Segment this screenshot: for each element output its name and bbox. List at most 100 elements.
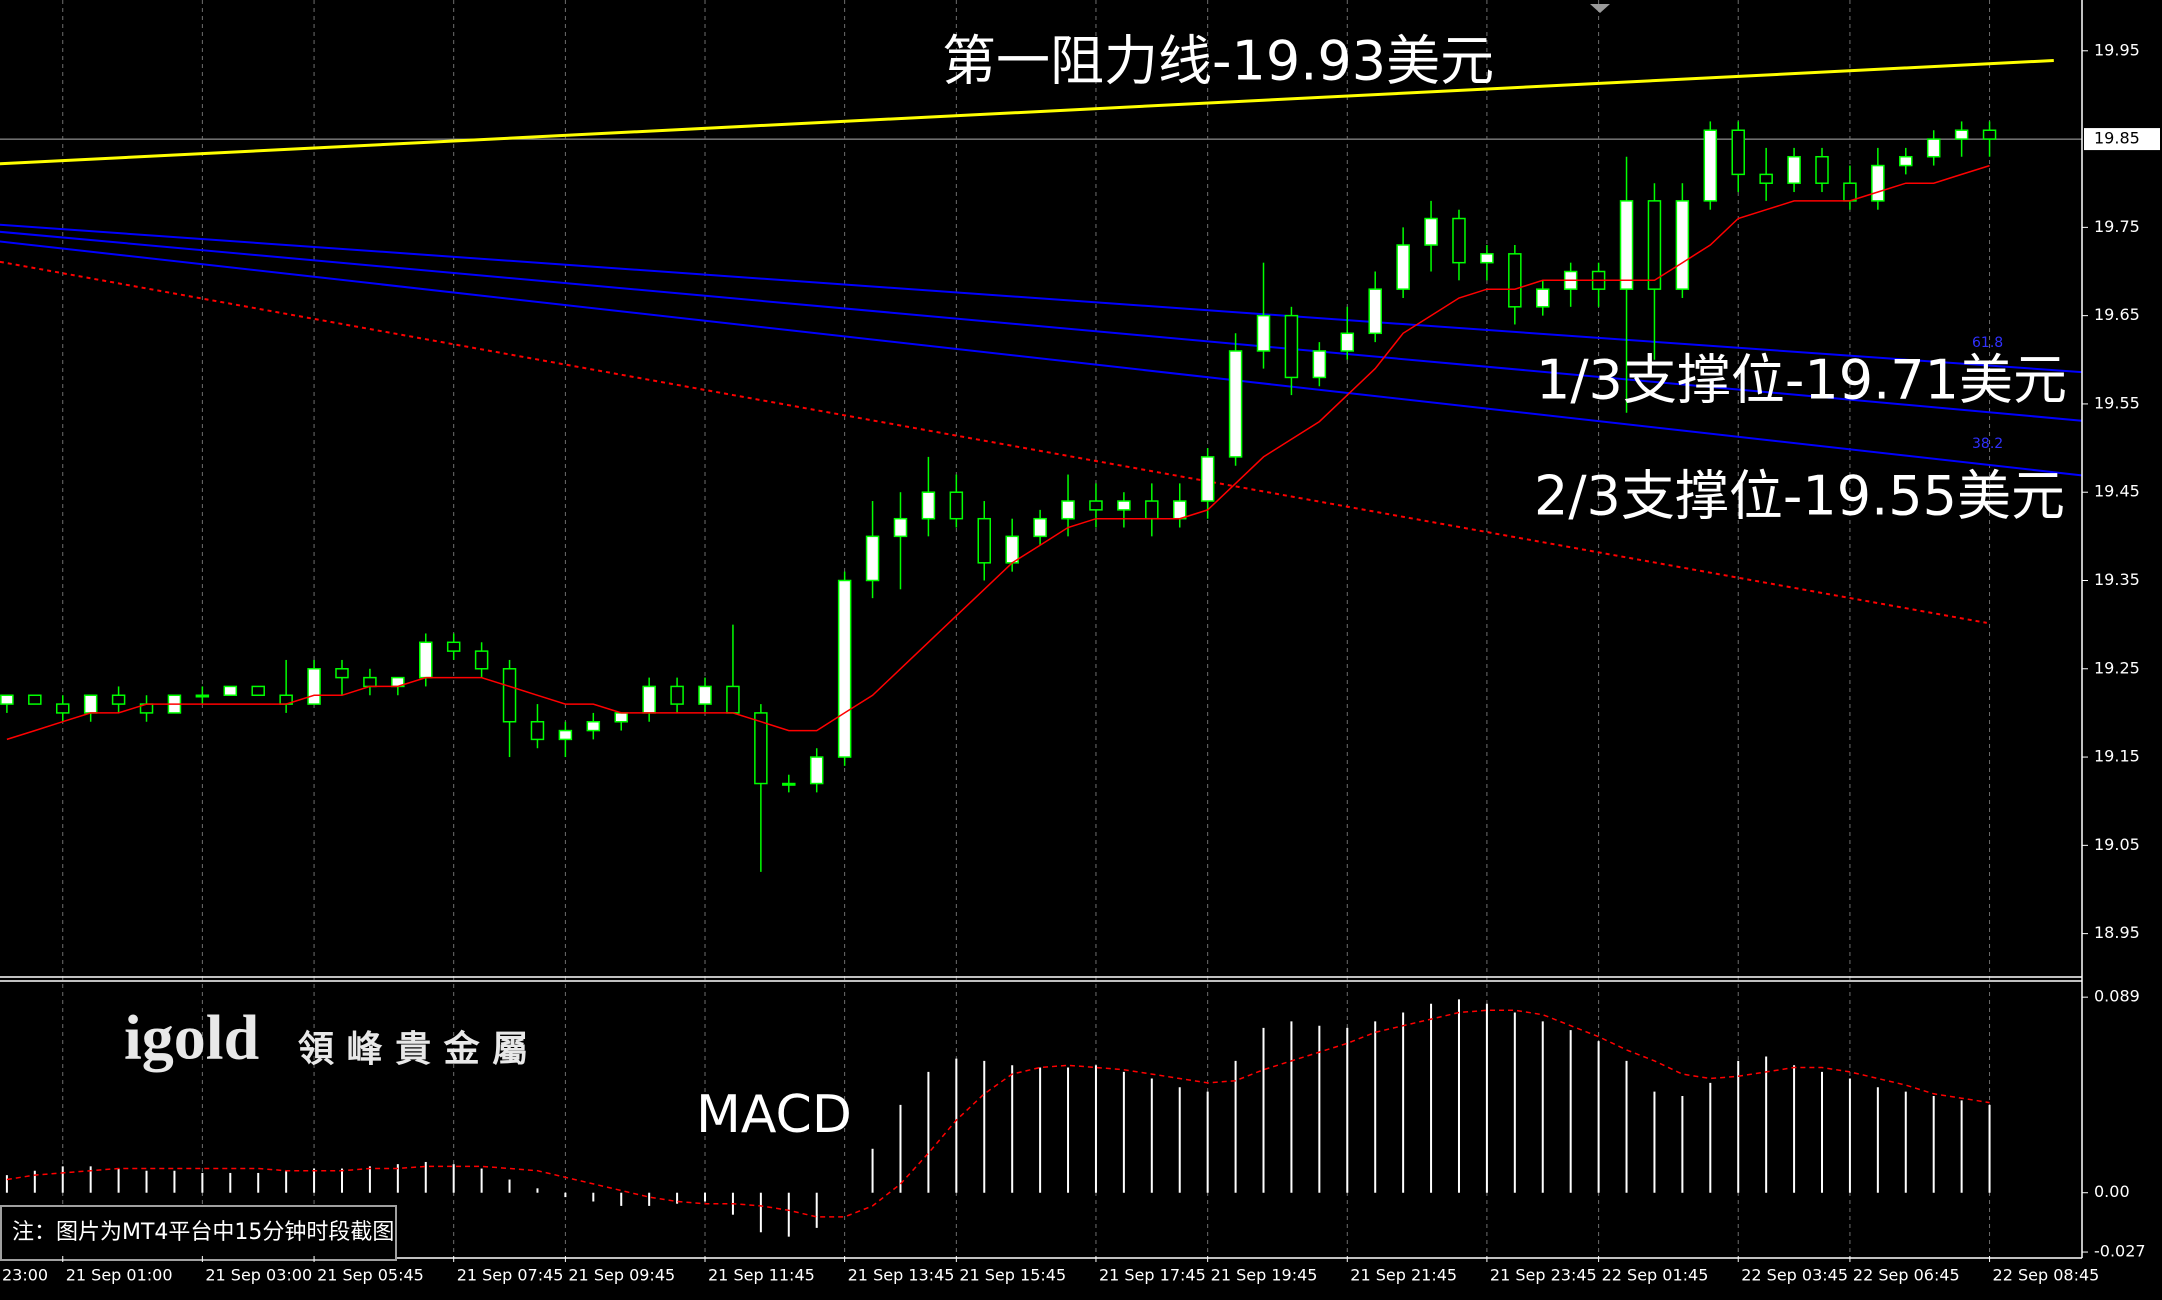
candle-body xyxy=(1200,456,1215,502)
y-tick-label: 19.05 xyxy=(2094,835,2140,854)
candle-body xyxy=(1899,155,1913,167)
y-tick-label: 19.95 xyxy=(2094,40,2140,59)
candle-body xyxy=(1228,350,1243,458)
candle-body xyxy=(1536,288,1550,308)
x-tick-label: 21 Sep 23:45 xyxy=(1490,1266,1597,1285)
candle-body xyxy=(446,641,461,652)
candle-body xyxy=(1787,155,1801,184)
marker-triangle xyxy=(1590,4,1610,13)
candle-body xyxy=(530,720,545,741)
candle-body xyxy=(195,694,210,698)
x-tick-label: 21 Sep 19:45 xyxy=(1211,1266,1318,1285)
note: 注：图片为MT4平台中15分钟时段截图 xyxy=(12,1220,394,1245)
candle-body xyxy=(502,668,517,723)
candle-body xyxy=(977,517,992,564)
x-tick-label: 21 Sep 15:45 xyxy=(959,1266,1066,1285)
y-tick-label: 19.55 xyxy=(2094,393,2140,412)
trendline xyxy=(0,230,2082,422)
candle-body xyxy=(893,517,908,538)
y-tick-label: 19.15 xyxy=(2094,747,2140,766)
candle-body xyxy=(1256,314,1271,352)
candle-body xyxy=(949,491,964,520)
x-tick-label: 22 Sep 06:45 xyxy=(1853,1266,1960,1285)
annotation: 第一阻力线-19.93美元 xyxy=(942,30,1494,93)
macd-y-tick-label: 0.089 xyxy=(2094,987,2140,1006)
candle-body xyxy=(1871,164,1885,202)
candle-body xyxy=(1368,288,1382,335)
candle-body xyxy=(1954,129,1969,140)
candle-body xyxy=(670,685,684,705)
candle-body xyxy=(1396,244,1410,290)
last-price-box xyxy=(2084,128,2160,151)
candle-body xyxy=(0,694,14,705)
candle-body xyxy=(1926,138,1941,158)
candle-body xyxy=(1759,173,1773,184)
candle-body xyxy=(1982,129,1997,140)
candle-body xyxy=(1508,253,1522,308)
candle-body xyxy=(1145,500,1159,520)
candle-body xyxy=(1843,182,1857,202)
candle-body xyxy=(1005,535,1019,564)
y-tick-label: 19.45 xyxy=(2094,482,2140,501)
x-tick-label: 21 Sep 07:45 xyxy=(457,1266,564,1285)
candle-body xyxy=(782,782,796,786)
x-tick-label: 21 Sep 17:45 xyxy=(1099,1266,1206,1285)
candle-body xyxy=(1424,217,1438,246)
x-tick-label: 21 Sep 09:45 xyxy=(568,1266,675,1285)
candle-body xyxy=(251,685,265,697)
candle-body xyxy=(28,694,42,705)
candle-body xyxy=(726,685,740,714)
candle-body xyxy=(558,729,573,741)
candle-body xyxy=(111,694,126,705)
trendline xyxy=(0,223,2082,374)
macd-title: MACD xyxy=(696,1085,852,1145)
candle-body xyxy=(1340,332,1355,352)
annotation: 2/3支撑位-19.55美元 xyxy=(1534,465,2065,528)
logo-name: 領 峰 貴 金 屬 xyxy=(298,1028,528,1070)
candle-body xyxy=(307,668,321,705)
logo-brand: igold xyxy=(124,1002,259,1073)
candle-body xyxy=(1675,200,1690,290)
trendline xyxy=(0,59,2054,166)
candle-body xyxy=(1312,350,1327,379)
candle-body xyxy=(837,579,852,758)
candle-body xyxy=(614,712,628,723)
candle-body xyxy=(1731,129,1745,176)
y-tick-label: 19.25 xyxy=(2094,658,2140,677)
candle-body xyxy=(1815,155,1829,184)
candle-body xyxy=(865,535,880,582)
x-tick-label: 22 Sep 08:45 xyxy=(1993,1266,2100,1285)
candle-body xyxy=(754,712,768,785)
candle-body xyxy=(642,685,656,714)
candle-body xyxy=(1647,200,1662,290)
candle-body xyxy=(1089,500,1103,511)
x-tick-label: 21 Sep 05:45 xyxy=(317,1266,424,1285)
candle-body xyxy=(1117,500,1131,511)
candle-body xyxy=(363,676,377,688)
candle-body xyxy=(698,685,712,705)
candle-body xyxy=(1619,200,1634,290)
x-tick-label: 21 Sep 21:45 xyxy=(1350,1266,1457,1285)
macd-y-tick-label: -0.027 xyxy=(2094,1242,2146,1261)
x-tick-label: 23:00 xyxy=(2,1266,48,1285)
candle-body xyxy=(335,668,349,679)
candle-body xyxy=(55,703,70,714)
y-tick-label: 19.35 xyxy=(2094,570,2140,589)
candle-body xyxy=(1284,314,1299,379)
candle-body xyxy=(1480,253,1494,264)
trendline xyxy=(0,260,1987,624)
candle-body xyxy=(1033,517,1047,538)
candle-body xyxy=(1061,500,1075,520)
x-tick-label: 22 Sep 03:45 xyxy=(1741,1266,1848,1285)
fib-label: 38.2 xyxy=(1972,436,2003,452)
x-tick-label: 21 Sep 03:00 xyxy=(205,1266,312,1285)
candle-body xyxy=(223,685,238,697)
candle-body xyxy=(474,650,489,670)
y-tick-label: 19.65 xyxy=(2094,305,2140,324)
candle-body xyxy=(1452,217,1466,264)
note-box xyxy=(0,1205,397,1261)
candle-body xyxy=(1172,500,1187,520)
